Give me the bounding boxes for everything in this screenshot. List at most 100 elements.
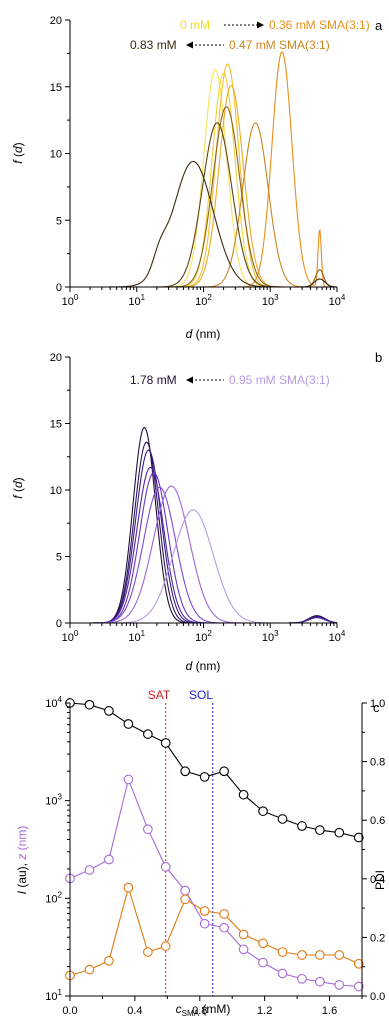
panel-c-point-0-9 — [238, 789, 249, 800]
panel-b-xtick-label-1: 101 — [128, 629, 145, 644]
panel-a-curve-3 — [70, 84, 337, 288]
panel-c-point-2-8 — [219, 909, 229, 919]
panel-b-ytick-label-10: 10 — [50, 485, 62, 497]
panel-a-annot-arrowhead-1 — [257, 21, 264, 29]
panel-b-annot-095: 0.95 mM SMA(3:1) — [229, 373, 330, 387]
panel-c-point-1-13 — [314, 976, 325, 987]
panel-c-point-0-8 — [219, 766, 229, 777]
panel-b-letter: b — [375, 350, 382, 365]
panel-c-point-0-10 — [258, 806, 268, 817]
panel-a-curves — [70, 51, 338, 288]
panel-a-curve-4 — [70, 51, 337, 288]
panel-a-annot-083: 0.83 mM — [130, 38, 177, 52]
panel-b-curve-5 — [70, 486, 337, 624]
panel-c-point-1-6 — [180, 885, 191, 896]
panel-a-annot-0mM: 0 mM — [180, 18, 210, 32]
panel-c-point-1-7 — [199, 918, 210, 929]
panel-a-curve-6 — [70, 106, 337, 288]
panel-c-point-0-3 — [123, 719, 134, 729]
panel-b-xtick-label-0: 100 — [62, 629, 79, 644]
panel-c-ltick-label-2: 102 — [45, 890, 62, 905]
panel-a-ytick-label-0: 0 — [56, 282, 62, 294]
panel-c-point-0-4 — [143, 729, 153, 739]
panel-a-ytick-label-20: 20 — [50, 15, 62, 27]
panel-c-ltick-label-1: 101 — [45, 988, 62, 1003]
panel-c-point-2-7 — [199, 906, 210, 916]
panel-c-series — [65, 698, 364, 992]
panel-c-point-2-10 — [258, 938, 268, 949]
panel-c-point-1-5 — [160, 862, 171, 872]
panel-c-point-0-11 — [277, 814, 288, 824]
panel-c-point-0-7 — [199, 772, 210, 782]
panel-c-series-line-0 — [69, 702, 359, 839]
panel-c-point-2-15 — [353, 958, 364, 969]
panel-c-rtick-label: 1.0 — [370, 698, 385, 710]
panel-a-annot-arrowhead-2 — [186, 41, 193, 49]
panel-a: a 0 5 10 15 20 100 101 102 103 104 f (d) d (nm) 0… — [11, 15, 383, 341]
panel-c-point-1-1 — [84, 865, 95, 875]
panel-b-annot-178: 1.78 mM — [130, 373, 177, 387]
panel-c-xtick-label: 1.6 — [322, 1005, 337, 1017]
panel-c-sat-label: SAT — [148, 688, 171, 702]
panel-b-curve-7 — [70, 509, 337, 624]
panel-a-xlabel: d (nm) — [186, 327, 221, 341]
panel-c-point-1-2 — [104, 854, 114, 865]
panel-c-point-2-3 — [123, 882, 134, 893]
panel-c: c SAT SOL 101 102 103 104 0.0 0.2 0.4 0.6 0.8 1.0… — [15, 688, 387, 1018]
panel-b-xtick-label-4: 104 — [329, 629, 346, 644]
panel-b: b 0 5 10 15 20 100 101 102 103 104 f (d) d (nm) 1… — [11, 350, 382, 673]
panel-c-point-1-10 — [258, 957, 268, 968]
panel-c-point-2-13 — [314, 950, 325, 960]
panel-c-ltick-label-4: 104 — [45, 695, 62, 710]
panel-b-ytick-label-20: 20 — [50, 352, 62, 364]
panel-c-point-1-14 — [334, 980, 345, 990]
panel-c-point-0-1 — [84, 699, 95, 710]
panel-c-point-2-14 — [334, 950, 345, 960]
panel-a-ytick-label-15: 15 — [50, 82, 62, 94]
panel-b-ytick-label-15: 15 — [50, 419, 62, 431]
panel-c-rtick-label: 0.2 — [370, 932, 385, 944]
panel-b-curves — [70, 426, 338, 624]
panel-c-point-1-15 — [353, 981, 364, 992]
panel-a-xtick-label-4: 104 — [329, 293, 346, 308]
panel-a-xtick-label-1: 101 — [128, 293, 145, 308]
panel-c-rtick-label: 0.0 — [370, 991, 385, 1003]
panel-c-xtick-label: 0.4 — [127, 1005, 142, 1017]
panel-c-point-1-4 — [143, 824, 153, 835]
panel-c-ltick-label-3: 103 — [45, 793, 62, 808]
panel-b-curve-4 — [70, 472, 337, 624]
panel-c-marker-lines — [165, 703, 214, 996]
panel-c-series-line-1 — [69, 777, 359, 988]
panel-c-point-0-15 — [353, 832, 364, 843]
panel-c-letter: c — [373, 700, 380, 715]
panel-c-rtick-label: 0.6 — [370, 815, 385, 827]
panel-c-point-1-9 — [238, 944, 249, 955]
panel-c-point-2-11 — [277, 947, 288, 957]
panel-c-point-1-3 — [123, 774, 134, 785]
panel-c-ylabel-right: PDI — [373, 870, 387, 890]
panel-a-annot-036: 0.36 mM SMA(3:1) — [269, 18, 370, 32]
panel-b-ytick-label-0: 0 — [56, 618, 62, 630]
panel-c-point-1-8 — [219, 922, 229, 933]
panel-c-point-2-6 — [180, 894, 191, 905]
panel-a-xtick-label-3: 103 — [262, 293, 279, 308]
panel-b-xlabel: d (nm) — [186, 659, 221, 673]
panel-a-annot-047: 0.47 mM SMA(3:1) — [229, 38, 330, 52]
panel-b-curve-3 — [70, 466, 338, 624]
panel-c-rtick-label: 0.4 — [370, 874, 385, 886]
panel-c-axes: 101 102 103 104 0.0 0.2 0.4 0.6 0.8 1.0 0.0 0.4 0.8 1… — [45, 695, 385, 1017]
panel-a-xtick-label-2: 102 — [195, 293, 212, 308]
panel-c-point-0-6 — [180, 766, 191, 777]
panel-a-xtick-label-0: 100 — [62, 293, 79, 308]
panel-c-point-1-11 — [277, 968, 288, 979]
panel-c-rtick-label: 0.8 — [370, 757, 385, 769]
panel-c-xtick-label: 0.8 — [192, 1005, 207, 1017]
panel-c-series-line-2 — [69, 885, 360, 977]
panel-a-letter: a — [375, 18, 383, 33]
panel-c-xlabel: cSMA (mM) — [176, 1002, 231, 1018]
panel-c-point-2-9 — [238, 929, 249, 940]
panel-c-xtick-label: 0.0 — [62, 1005, 77, 1017]
panel-c-point-2-4 — [143, 947, 153, 957]
panel-c-point-0-14 — [334, 827, 345, 838]
